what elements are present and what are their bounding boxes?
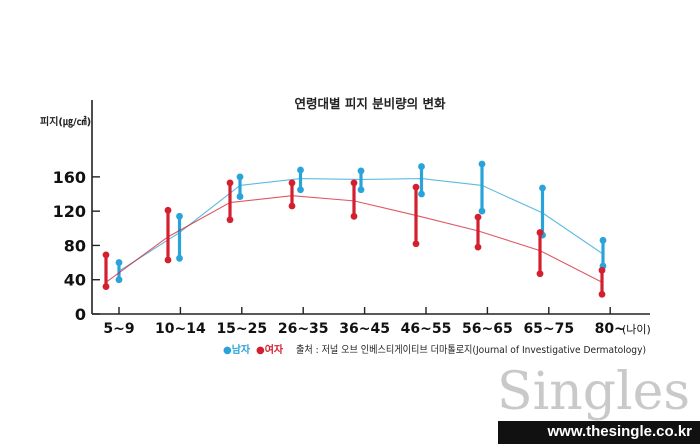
female-range-low-point <box>288 202 296 210</box>
female-range-low-point <box>412 240 420 248</box>
y-tick-label: 80 <box>64 236 86 255</box>
source-note: 출처 : 저널 오브 인베스티게이티브 더마톨로지(Journal of Inv… <box>296 344 646 356</box>
chart-title: 연령대별 피지 분비량의 변화 <box>294 96 446 111</box>
series-layer <box>102 160 607 298</box>
male-range-low-point <box>236 193 244 200</box>
x-tick-label: 80~ <box>595 321 626 337</box>
x-tick-label: 15~25 <box>216 321 267 337</box>
y-tick-label: 0 <box>75 305 86 324</box>
female-range-high-point <box>102 251 110 259</box>
male-range-low-point <box>297 186 304 194</box>
legend-male: ●남자 <box>223 343 251 356</box>
female-range-high-point <box>412 183 420 191</box>
male-range-low-point <box>357 186 365 194</box>
x-tick-label: 46~55 <box>401 321 452 337</box>
x-ticks: 5~9 10~14 15~25 26~35 36~45 46~55 56~65 65~75 80… <box>103 307 626 337</box>
y-ticks: 0 40 80 120 160 <box>53 168 100 324</box>
singles-logo: Singles <box>497 362 690 422</box>
female-range-high-point <box>350 179 358 187</box>
female-range-high-point <box>164 206 172 214</box>
legend-male-label: 남자 <box>232 343 251 356</box>
male-range-low-point <box>176 254 183 262</box>
x-axis-unit: (나이) <box>622 323 651 336</box>
y-tick-label: 160 <box>53 168 86 187</box>
x-tick-label: 65~75 <box>523 321 574 337</box>
legend-female-marker: ● <box>256 345 265 356</box>
female-range-high-point <box>288 179 296 187</box>
legend: ●남자 ●여자 출처 : 저널 오브 인베스티게이티브 더마톨로지(Journa… <box>223 343 646 356</box>
female-range-high-point <box>598 266 606 274</box>
female-range-low-point <box>102 283 110 290</box>
female-range-low-point <box>598 290 606 298</box>
male-range-low-point <box>478 207 486 215</box>
male-range-high-point <box>418 163 425 170</box>
female-range-high-point <box>226 179 234 187</box>
female-range-high-point <box>474 213 482 221</box>
female-range-low-point <box>536 270 544 278</box>
website-banner: www.thesingle.co.kr <box>498 421 700 444</box>
female-range-high-point <box>536 229 544 236</box>
male-range-high-point <box>236 173 244 181</box>
male-range-high-point <box>115 259 123 266</box>
y-axis-label: 피지(㎍/㎠) <box>40 115 91 128</box>
female-range-low-point <box>226 216 234 224</box>
male-range-low-point <box>418 190 425 198</box>
male-range-high-point <box>176 212 183 220</box>
female-range-low-point <box>474 243 482 251</box>
legend-female-label: 여자 <box>265 343 284 356</box>
female-range-low-point <box>350 212 358 220</box>
x-tick-label: 56~65 <box>462 321 513 337</box>
y-tick-label: 120 <box>53 202 86 221</box>
male-range-high-point <box>478 160 486 168</box>
x-tick-label: 10~14 <box>155 321 206 337</box>
x-tick-label: 36~45 <box>339 321 390 337</box>
y-tick-label: 40 <box>64 271 86 290</box>
male-range-high-point <box>357 167 365 175</box>
x-tick-label: 26~35 <box>278 321 329 337</box>
legend-male-marker: ● <box>223 345 232 356</box>
website-url: www.thesingle.co.kr <box>547 423 692 440</box>
male-range-high-point <box>599 236 607 244</box>
legend-female: ●여자 <box>256 343 284 356</box>
male-range-low-point <box>115 276 123 284</box>
x-tick-label: 5~9 <box>103 321 134 337</box>
male-range-high-point <box>539 184 546 192</box>
female-range-low-point <box>164 256 172 264</box>
male-range-high-point <box>297 166 304 174</box>
